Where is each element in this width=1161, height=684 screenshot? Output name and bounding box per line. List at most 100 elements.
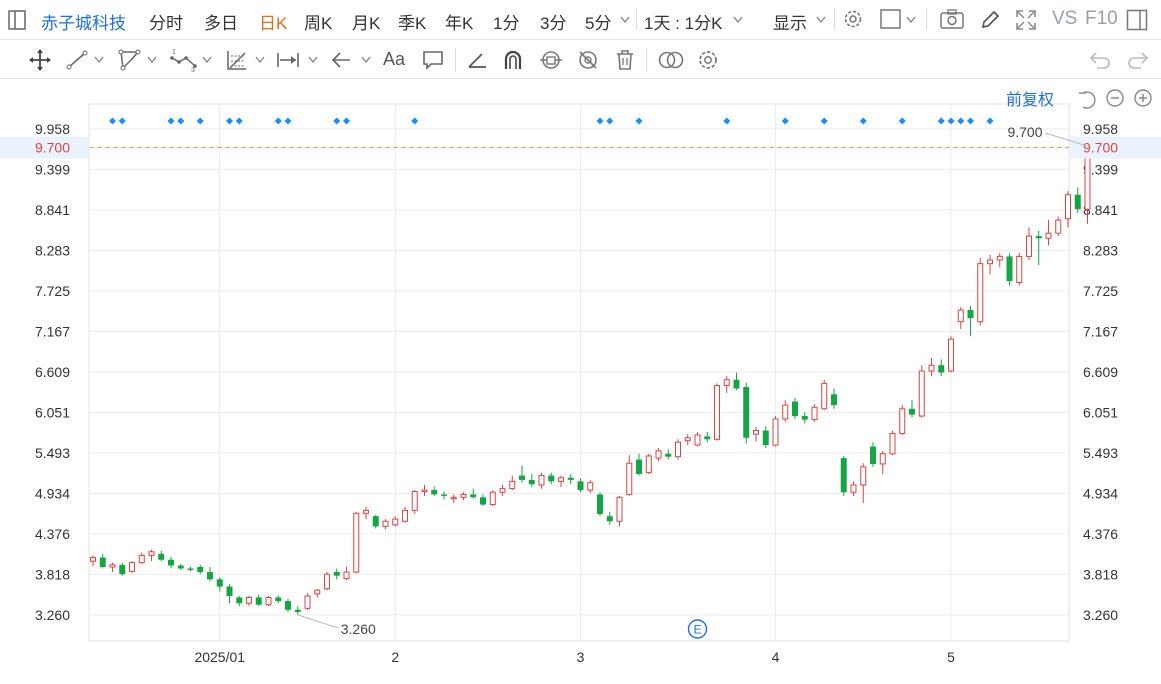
candle-body[interactable]	[762, 430, 769, 446]
candle-body[interactable]	[792, 401, 798, 417]
candle-body[interactable]	[460, 493, 467, 498]
candle-body[interactable]	[343, 571, 350, 580]
candle-body[interactable]	[421, 489, 428, 493]
candle-body[interactable]	[480, 497, 486, 505]
event-marker[interactable]	[606, 117, 614, 125]
tab-5min[interactable]: 5分	[585, 14, 612, 33]
hide-drawing-icon[interactable]	[576, 48, 600, 72]
measure-range-icon[interactable]	[276, 49, 300, 71]
move-icon[interactable]	[28, 48, 52, 72]
magnet-icon[interactable]	[501, 48, 525, 72]
candle-body[interactable]	[918, 370, 925, 417]
gear-icon[interactable]	[842, 8, 864, 30]
event-marker[interactable]	[274, 117, 282, 125]
event-marker[interactable]	[226, 117, 233, 125]
candle-body[interactable]	[1045, 232, 1052, 239]
event-marker[interactable]	[723, 117, 731, 125]
tab-quarterly-k[interactable]: 季K	[398, 14, 427, 33]
candle-body[interactable]	[743, 387, 750, 438]
candle-body[interactable]	[879, 453, 886, 465]
event-marker[interactable]	[343, 117, 350, 125]
candle-body[interactable]	[782, 404, 789, 420]
candle-body[interactable]	[801, 416, 808, 420]
candle-body[interactable]	[255, 597, 262, 605]
candle-body[interactable]	[909, 408, 915, 415]
camera-icon[interactable]	[940, 9, 964, 29]
event-badge-circle[interactable]	[687, 619, 708, 639]
candle-body[interactable]	[187, 568, 194, 570]
event-badge-label[interactable]: E	[693, 623, 701, 637]
polygon-icon[interactable]	[118, 49, 142, 71]
candle-body[interactable]	[363, 509, 369, 514]
candle-body[interactable]	[996, 255, 1003, 261]
vs-button[interactable]: VS	[1052, 8, 1078, 29]
candle-body[interactable]	[226, 586, 233, 597]
candle-body[interactable]	[197, 566, 204, 573]
candle-body[interactable]	[577, 481, 584, 491]
event-marker[interactable]	[957, 117, 965, 125]
candle-body[interactable]	[1074, 194, 1081, 210]
candle-body[interactable]	[304, 595, 311, 609]
display-menu[interactable]: 显示	[773, 14, 807, 33]
event-marker[interactable]	[411, 117, 419, 125]
event-marker[interactable]	[781, 117, 789, 125]
tab-multi-day[interactable]: 多日	[204, 14, 238, 33]
candle-body[interactable]	[645, 455, 652, 474]
candle-body[interactable]	[382, 520, 389, 527]
reset-icon[interactable]	[1079, 91, 1096, 109]
chevron-down-icon[interactable]	[733, 16, 743, 24]
candle-body[interactable]	[294, 609, 301, 612]
candle-body[interactable]	[987, 259, 993, 265]
event-marker[interactable]	[596, 117, 604, 125]
chevron-down-icon[interactable]	[620, 16, 630, 24]
candle-body[interactable]	[665, 453, 672, 457]
candle-body[interactable]	[967, 310, 974, 319]
candle-body[interactable]	[285, 601, 291, 610]
event-marker[interactable]	[196, 117, 204, 125]
panel-toggle-icon[interactable]	[1126, 9, 1148, 31]
candle-body[interactable]	[509, 480, 516, 490]
candle-body[interactable]	[314, 589, 321, 595]
candle-body[interactable]	[158, 553, 165, 560]
candle-body[interactable]	[90, 557, 96, 562]
tab-minute[interactable]: 分时	[149, 14, 183, 33]
undo-icon[interactable]	[1088, 49, 1112, 71]
candle-body[interactable]	[714, 385, 720, 440]
chevron-down-icon[interactable]	[816, 16, 826, 24]
candle-body[interactable]	[1065, 194, 1071, 220]
stock-name[interactable]: 赤子城科技	[41, 14, 126, 33]
settings-icon[interactable]	[696, 48, 720, 72]
candle-body[interactable]	[840, 458, 847, 493]
event-marker[interactable]	[937, 117, 945, 125]
candle-body[interactable]	[870, 446, 876, 464]
redo-icon[interactable]	[1126, 49, 1150, 71]
candle-body[interactable]	[938, 365, 945, 373]
event-marker[interactable]	[333, 117, 341, 125]
candle-body[interactable]	[372, 516, 379, 527]
candle-body[interactable]	[450, 496, 457, 500]
tab-3min[interactable]: 3分	[540, 14, 567, 33]
zoom-out-icon[interactable]	[1106, 89, 1124, 107]
candle-body[interactable]	[119, 564, 126, 575]
candle-body[interactable]	[265, 596, 272, 606]
candle-body[interactable]	[928, 364, 935, 372]
kline-chart[interactable]: 9.958 9.958 9.399 9.399 8.841 8.841 8.283 8.283…	[0, 79, 1161, 684]
candle-body[interactable]	[831, 394, 837, 406]
event-marker[interactable]	[235, 117, 243, 125]
candle-body[interactable]	[528, 479, 535, 485]
sidebar-toggle-icon[interactable]	[8, 10, 26, 30]
event-marker[interactable]	[118, 117, 126, 125]
candle-body[interactable]	[129, 562, 135, 572]
candle-body[interactable]	[899, 408, 906, 434]
event-marker[interactable]	[947, 117, 955, 125]
event-marker[interactable]	[820, 117, 828, 125]
candle-body[interactable]	[684, 437, 691, 442]
candle-body[interactable]	[411, 491, 418, 511]
candle-body[interactable]	[626, 462, 633, 495]
candle-body[interactable]	[324, 573, 330, 590]
tab-monthly-k[interactable]: 月K	[352, 14, 381, 33]
candle-body[interactable]	[216, 579, 223, 587]
candle-body[interactable]	[1006, 256, 1013, 282]
candle-body[interactable]	[392, 518, 399, 526]
candle-body[interactable]	[675, 441, 681, 458]
